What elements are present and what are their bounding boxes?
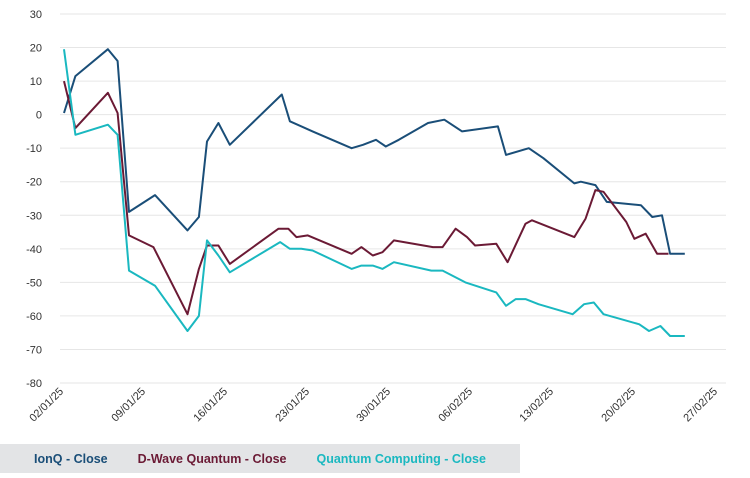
gridlines [60,13,726,384]
y-tick-label: -70 [26,344,42,356]
x-tick-label: 06/02/25 [436,386,475,425]
line-chart: 30 20 10 0 -10 -20 -30 -40 -50 -60 -70 -80 02/01/25… [26,9,726,425]
x-tick-label: 23/01/25 [273,386,312,425]
x-tick-label: 20/02/25 [599,386,638,425]
legend: IonQ - Close D-Wave Quantum - Close Quan… [0,444,520,473]
y-tick-label: 30 [30,9,42,21]
legend-item-dwave: D-Wave Quantum - Close [137,451,287,466]
y-tick-label: -30 [26,210,42,222]
y-tick-label: -20 [26,177,42,189]
y-tick-label: 20 [30,43,42,55]
legend-item-quantum-computing: Quantum Computing - Close [316,451,486,466]
y-tick-label: 0 [36,110,42,122]
x-axis-ticks: 02/01/25 09/01/25 16/01/25 23/01/25 30/01/25… [27,386,720,425]
x-tick-label: 02/01/25 [27,386,66,425]
y-tick-label: -50 [26,277,42,289]
x-tick-label: 27/02/25 [681,386,720,425]
x-tick-label: 13/02/25 [517,386,556,425]
series-lines [63,48,685,337]
legend-item-ionq: IonQ - Close [34,451,108,466]
y-tick-label: -80 [26,378,42,390]
series-line-1 [63,80,669,316]
y-axis-ticks: 30 20 10 0 -10 -20 -30 -40 -50 -60 -70 -80 [26,9,42,390]
y-tick-label: -40 [26,244,42,256]
x-tick-label: 16/01/25 [191,386,230,425]
x-tick-label: 30/01/25 [354,386,393,425]
series-line-2 [63,49,685,337]
x-tick-label: 09/01/25 [109,386,148,425]
y-tick-label: -10 [26,143,42,155]
series-line-0 [63,48,685,255]
y-tick-label: 10 [30,76,42,88]
y-tick-label: -60 [26,311,42,323]
